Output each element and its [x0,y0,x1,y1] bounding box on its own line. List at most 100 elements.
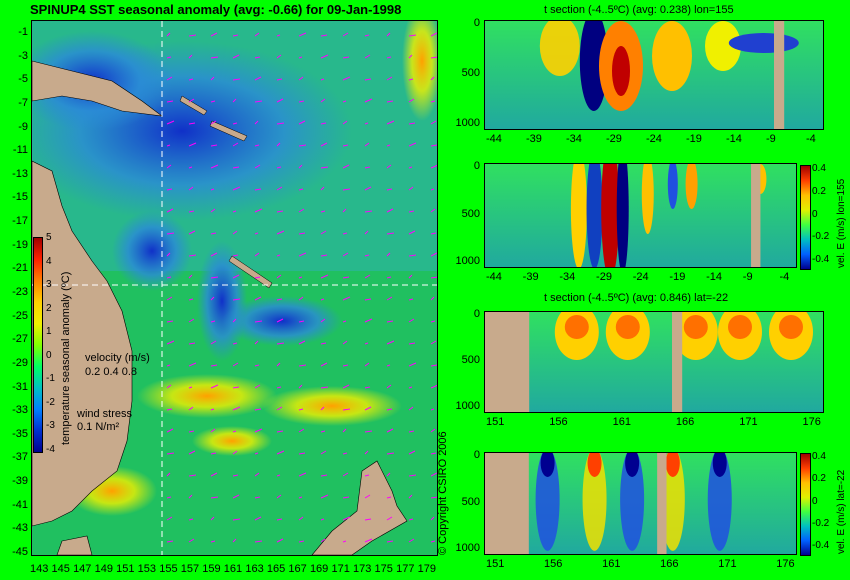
copyright: © Copyright CSIRO 2006 [437,431,449,555]
velocity-arrow [254,120,259,125]
velocity-arrow [254,408,262,411]
velocity-colorbar-tick: 0.4 [812,451,826,462]
velocity-arrow [232,386,240,389]
velocity-arrow [232,362,239,367]
velocity-arrow [232,430,237,433]
section-x-tick: 161 [612,416,631,428]
velocity-arrow [210,540,216,543]
velocity-arrow [320,54,329,59]
velocity-arrow [430,164,437,169]
map-y-tick: -41 [12,498,28,511]
velocity-arrow [232,518,241,521]
velocity-arrow [430,384,437,389]
velocity-arrow [342,496,350,499]
velocity-arrow [408,54,413,59]
velocity-arrow [232,34,239,37]
velocity-arrow [298,252,307,257]
sst-map[interactable] [31,20,438,556]
velocity-arrow [298,452,306,455]
section-panel[interactable] [484,452,797,555]
velocity-arrow [342,76,351,81]
velocity-arrow [254,496,261,499]
velocity-arrow [188,254,197,257]
velocity-arrow [254,76,262,81]
velocity-arrow [364,34,370,37]
velocity-arrow [232,342,238,345]
velocity-arrow [408,538,415,543]
velocity-arrow [320,450,327,455]
velocity-legend-scale: 0.2 0.4 0.8 [85,366,137,378]
velocity-arrow [430,188,435,191]
velocity-arrow [254,384,261,389]
velocity-arrow [188,430,195,433]
section-x-tick: -9 [766,133,776,145]
velocity-arrow [364,386,371,389]
velocity-arrow [430,340,437,345]
velocity-arrow [276,474,281,477]
map-colorbar [33,237,43,453]
map-x-tick: 171 [331,563,350,575]
velocity-arrow [232,186,241,191]
colorbar-tick: -3 [46,420,55,432]
section-title: t section (-4..5ºC) (avg: 0.238) lon=155 [544,4,734,16]
velocity-arrow [386,320,394,323]
velocity-arrow [342,364,349,367]
velocity-arrow [188,166,193,169]
velocity-arrow [430,120,437,125]
velocity-arrow [166,428,174,433]
velocity-arrow [430,296,435,301]
velocity-arrow [342,276,350,279]
velocity-arrow [298,32,307,37]
velocity-arrow [210,100,216,103]
map-y-tick: -3 [18,49,28,62]
velocity-arrow [408,142,417,147]
colorbar-tick: 0 [46,349,52,361]
velocity-arrow [320,474,328,477]
velocity-arrow [430,452,437,455]
velocity-arrow [210,144,218,147]
velocity-legend-title: velocity (m/s) [85,352,150,364]
velocity-arrow [254,428,263,433]
velocity-colorbar-tick: -0.4 [812,540,830,551]
velocity-arrow [166,276,172,279]
velocity-arrow [276,210,284,213]
main-title: SPINUP4 SST seasonal anomaly (avg: -0.66… [30,2,402,17]
velocity-arrow [276,98,284,103]
section-panel[interactable] [484,163,797,268]
section-panel[interactable] [484,311,824,413]
map-y-tick: -39 [12,475,28,488]
velocity-arrow [276,254,281,257]
velocity-arrow [430,276,437,279]
velocity-arrow [320,518,325,521]
velocity-arrow [364,230,369,235]
velocity-arrow [320,430,326,433]
section-x-tick: 166 [675,416,695,428]
velocity-arrow [298,472,307,477]
velocity-arrow [408,474,417,477]
velocity-arrow [166,144,171,147]
velocity-arrow [188,342,196,345]
map-y-tick: -11 [12,144,28,157]
section-y-tick: 500 [461,67,480,79]
velocity-arrow [254,232,259,235]
section-y-tick: 500 [461,207,480,220]
velocity-arrow [408,166,413,169]
velocity-arrow [408,122,416,125]
velocity-arrow [408,430,415,433]
velocity-arrow [232,274,240,279]
velocity-arrow [166,364,171,367]
velocity-arrow [386,384,392,389]
velocity-colorbar-tick: -0.4 [812,254,830,265]
velocity-arrow [342,252,349,257]
velocity-arrow [408,386,413,389]
velocity-arrow [210,120,217,125]
section-x-tick: -29 [596,271,612,283]
velocity-arrow [386,496,392,499]
map-y-tick: -17 [12,215,28,228]
velocity-arrow [276,78,283,81]
velocity-arrow [386,188,393,191]
section-x-tick: -44 [486,271,502,283]
section-panel[interactable] [484,20,824,130]
velocity-arrow [364,518,372,521]
velocity-arrow [342,428,347,433]
